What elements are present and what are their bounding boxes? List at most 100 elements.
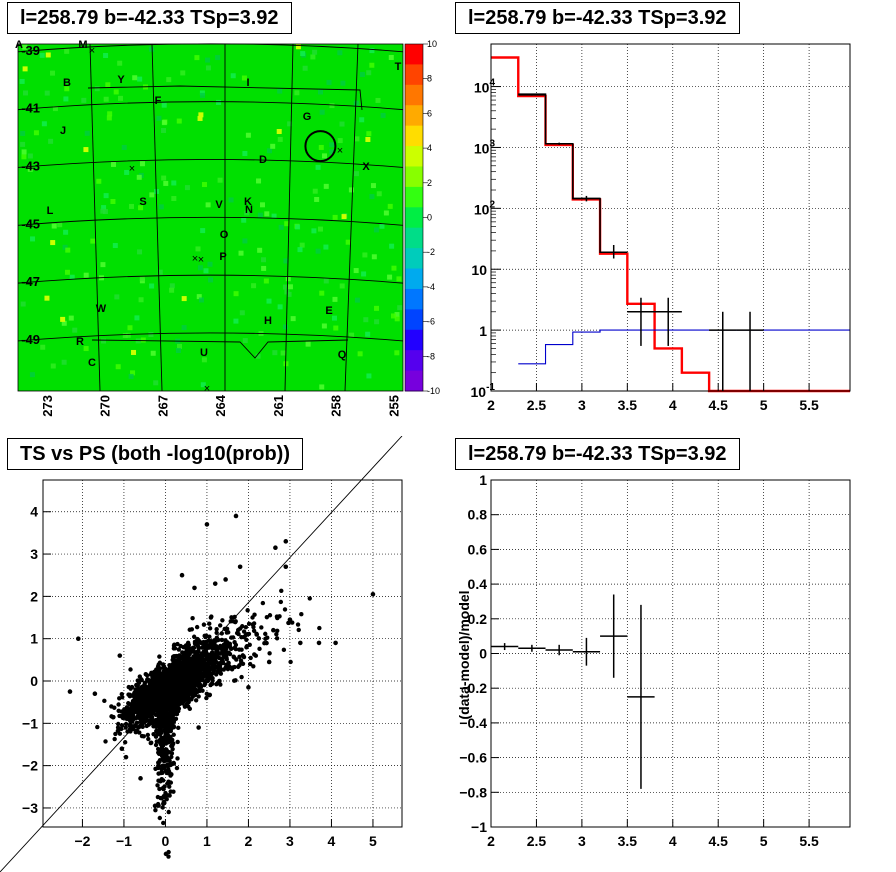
residual-data-point (491, 643, 519, 651)
spectrum-x-tick-label: 4 (669, 397, 677, 413)
spectrum-data-point (572, 195, 601, 202)
scatter-point (246, 685, 251, 690)
spectrum-y-tick-label: 103 (474, 138, 496, 156)
colorbar-segment (405, 248, 423, 270)
sky-lat-gridline (17, 332, 404, 342)
residual-y-tick-label: 0.6 (468, 541, 488, 557)
colorbar-segment (405, 288, 423, 310)
colorbar-segment (405, 186, 423, 208)
source-label: I (246, 77, 249, 89)
residual-y-label: (data-model)/model (456, 590, 472, 719)
colorbar-tick-label: 4 (427, 143, 432, 153)
source-label: P (219, 251, 226, 263)
residual-x-tick-label: 5 (760, 833, 768, 849)
residual-x-tick-label: 2 (487, 833, 495, 849)
x-marker: × (129, 163, 135, 175)
colorbar-segment (405, 146, 423, 167)
scatter-x-tick-label: 0 (162, 833, 170, 849)
source-label: S (139, 196, 146, 208)
residual-y-tick-label: 0 (479, 646, 487, 662)
source-label: G (303, 111, 312, 123)
colorbar-tick-label: 8 (427, 74, 432, 84)
spectrum-x-tick-label: 5.5 (799, 397, 819, 413)
colorbar-segment (405, 207, 423, 229)
sky-lat-tick-label: -43 (21, 158, 40, 173)
source-label: W (96, 303, 107, 315)
source-label: K (244, 196, 252, 208)
scatter-point (192, 585, 197, 591)
scatter-y-tick-label: 2 (30, 588, 38, 604)
scatter-point (316, 640, 322, 646)
source-label: E (325, 305, 332, 317)
colorbar-segment (405, 125, 423, 147)
scatter-y-tick-label: 3 (30, 546, 38, 562)
scatter-point (237, 564, 243, 570)
spectrum-data-point (627, 297, 655, 346)
source-label: J (60, 125, 66, 137)
residual-y-tick-label: −1 (471, 819, 487, 835)
scatter-point (92, 691, 98, 697)
scatter-point (204, 522, 210, 527)
scatter-x-tick-label: 4 (328, 833, 336, 849)
source-label: M (78, 39, 87, 51)
spectrum-data-point (518, 94, 546, 96)
spectrum-y-tick-label: 10-1 (471, 382, 496, 400)
colorbar-tick-label: -4 (427, 282, 435, 292)
sky-lat-gridline (17, 101, 404, 111)
spectrum-y-tick-label: 10 (471, 262, 487, 278)
spectrum-title: l=258.79 b=-42.33 TSp=3.92 (455, 2, 740, 34)
survey-boundary (87, 85, 363, 359)
sky-map-title: l=258.79 b=-42.33 TSp=3.92 (7, 2, 292, 34)
spectrum-x-tick-label: 3.5 (618, 397, 638, 413)
source-label: U (200, 347, 208, 359)
sky-lat-tick-label: -45 (21, 216, 40, 231)
scatter-point (283, 539, 289, 544)
spectrum-x-tick-label: 3 (578, 397, 586, 413)
scatter-point (138, 776, 143, 781)
sky-lon-gridline (344, 43, 359, 392)
source-label: T (395, 61, 402, 73)
colorbar-segment (405, 309, 423, 331)
residual-y-tick-label: 0.4 (468, 576, 488, 592)
spectrum-series-2 (518, 329, 850, 365)
colorbar-segment (405, 64, 423, 86)
source-label: L (47, 205, 54, 217)
colorbar-segment (405, 44, 423, 65)
scatter-point (119, 746, 125, 752)
scatter-panel: −2 −1 0 1 2 3 4 5 −3 −2 −1 0 1 2 3 4 TS vs PS (both -lo… (0, 436, 448, 872)
spectrum-data-point (709, 311, 737, 391)
colorbar-segment (405, 84, 423, 106)
colorbar-tick-label: 6 (427, 108, 432, 118)
source-label: A (15, 39, 23, 51)
scatter-point (266, 659, 272, 665)
colorbar-segment (405, 166, 423, 188)
source-label: V (215, 199, 223, 211)
residual-y-tick-label: −0.4 (459, 715, 487, 731)
scatter-point (271, 627, 276, 633)
source-label: D (259, 154, 267, 166)
scatter-point (298, 640, 303, 646)
residual-x-tick-label: 3 (578, 833, 586, 849)
scatter-point (196, 725, 201, 730)
sky-lon-tick-label: 258 (329, 395, 344, 417)
scatter-title: TS vs PS (both -log10(prob)) (7, 438, 303, 470)
scatter-point (283, 564, 289, 570)
scatter-point (152, 803, 158, 809)
colorbar-tick-label: 10 (427, 39, 437, 49)
residual-y-tick-label: 1 (479, 472, 487, 488)
residual-y-tick-label: −0.8 (459, 784, 487, 800)
residual-title: l=258.79 b=-42.33 TSp=3.92 (455, 438, 740, 470)
sky-lon-gridline (151, 43, 163, 392)
colorbar-segment (405, 370, 423, 392)
sky-map-panel: × × × × × × 10 8 6 4 2 0 -2 -4 -6 -8 -10 -39 -41 -43 -45 -4… (0, 0, 448, 436)
scatter-x-tick-label: 5 (369, 833, 377, 849)
scatter-point (287, 617, 293, 622)
residual-data-point (627, 604, 655, 789)
source-label: R (76, 336, 84, 348)
scatter-point (333, 640, 338, 646)
scatter-point (217, 678, 222, 684)
colorbar-tick-label: 2 (427, 178, 432, 188)
source-label: X (362, 161, 370, 173)
spectrum-panel: 2 2.5 3 3.5 4 4.5 5 5.5 10-1 1 10 102 103 104 l=258.7… (448, 0, 896, 436)
sky-lat-tick-label: -49 (21, 332, 40, 347)
